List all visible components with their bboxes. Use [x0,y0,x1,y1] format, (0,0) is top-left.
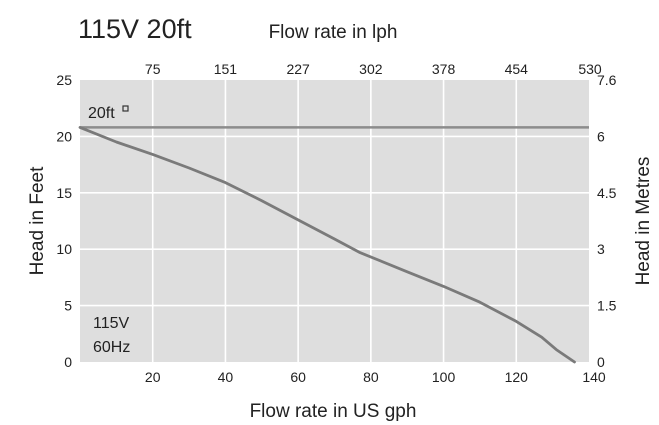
y-tick-label: 15 [56,185,72,201]
right-tick-label: 7.6 [597,72,617,88]
y-axis-ticks: 0 5 10 15 20 25 [56,72,72,370]
right-tick-label: 6 [597,128,605,144]
y-tick-label: 0 [64,354,72,370]
x-tick-label: 120 [505,369,529,385]
x-tick-label: 20 [145,369,161,385]
reference-marker-icon [122,105,129,112]
top-tick-label: 227 [286,61,310,77]
y-tick-label: 25 [56,72,72,88]
x-tick-label: 140 [582,369,606,385]
right-axis-ticks: 0 1.5 3 4.5 6 7.6 [597,72,617,370]
top-tick-label: 75 [145,61,161,77]
y-axis-label: Head in Feet [27,166,48,276]
x-tick-label: 100 [432,369,456,385]
right-tick-label: 0 [597,354,605,370]
frequency-label: 60Hz [93,339,130,356]
top-axis-label: Flow rate in lph [269,22,398,43]
top-axis-ticks: 75 151 227 302 378 454 530 [145,61,602,77]
top-tick-label: 151 [214,61,238,77]
x-tick-label: 80 [363,369,379,385]
top-tick-label: 454 [505,61,529,77]
x-tick-label: 60 [290,369,306,385]
x-axis-ticks: 20 40 60 80 100 120 140 [145,369,606,385]
right-axis-label: Head in Metres [633,157,654,286]
y-tick-label: 5 [64,298,72,314]
x-tick-label: 40 [218,369,234,385]
y-tick-label: 10 [56,241,72,257]
reference-label: 20ft [88,105,115,122]
x-axis-label: Flow rate in US gph [250,401,417,422]
right-tick-label: 4.5 [597,185,617,201]
performance-curve [78,126,576,364]
chart-title: 115V 20ft [78,14,192,44]
top-tick-label: 302 [359,61,383,77]
right-tick-label: 3 [597,241,605,257]
right-tick-label: 1.5 [597,298,617,314]
top-tick-label: 378 [432,61,456,77]
y-tick-label: 20 [56,128,72,144]
voltage-label: 115V [93,315,130,332]
top-tick-label: 530 [578,61,602,77]
